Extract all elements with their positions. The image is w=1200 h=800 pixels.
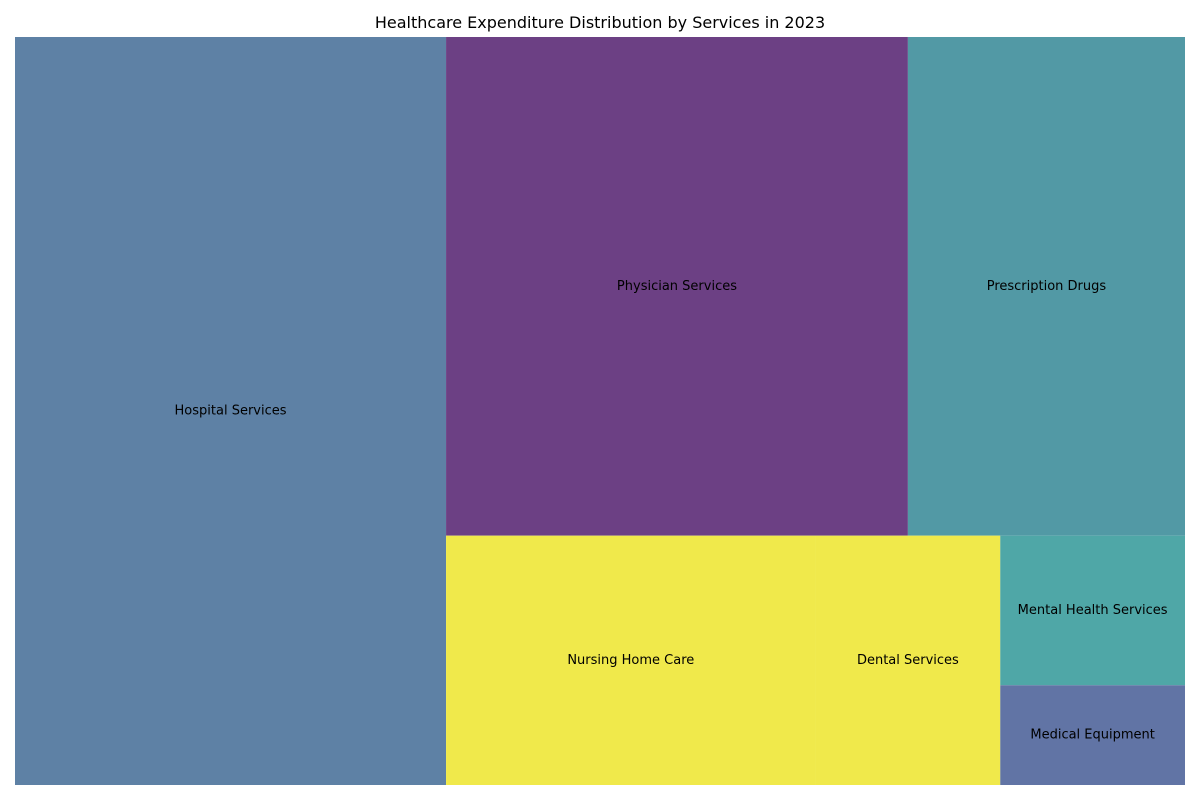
treemap-cell-physician-services	[446, 37, 908, 536]
treemap-cell-prescription-drugs	[907, 37, 1185, 536]
treemap-label-physician-services: Physician Services	[617, 279, 737, 294]
treemap-cell-nursing-home-care	[446, 535, 816, 785]
treemap-cell-dental-services	[815, 535, 1001, 785]
treemap-cells: Hospital Services Physician Services Presc…	[15, 37, 1185, 785]
treemap-cell-mental-health-services	[1000, 535, 1185, 686]
chart-title: Healthcare Expenditure Distribution by S…	[375, 13, 825, 32]
treemap-cell-medical-equipment	[1000, 685, 1185, 785]
treemap-label-hospital-services: Hospital Services	[175, 404, 287, 419]
treemap-label-prescription-drugs: Prescription Drugs	[987, 279, 1107, 294]
treemap-label-medical-equipment: Medical Equipment	[1030, 728, 1155, 743]
treemap-cell-hospital-services	[15, 37, 447, 785]
treemap-label-mental-health-services: Mental Health Services	[1018, 603, 1168, 618]
treemap-label-nursing-home-care: Nursing Home Care	[567, 653, 694, 668]
treemap-label-dental-services: Dental Services	[857, 653, 959, 668]
